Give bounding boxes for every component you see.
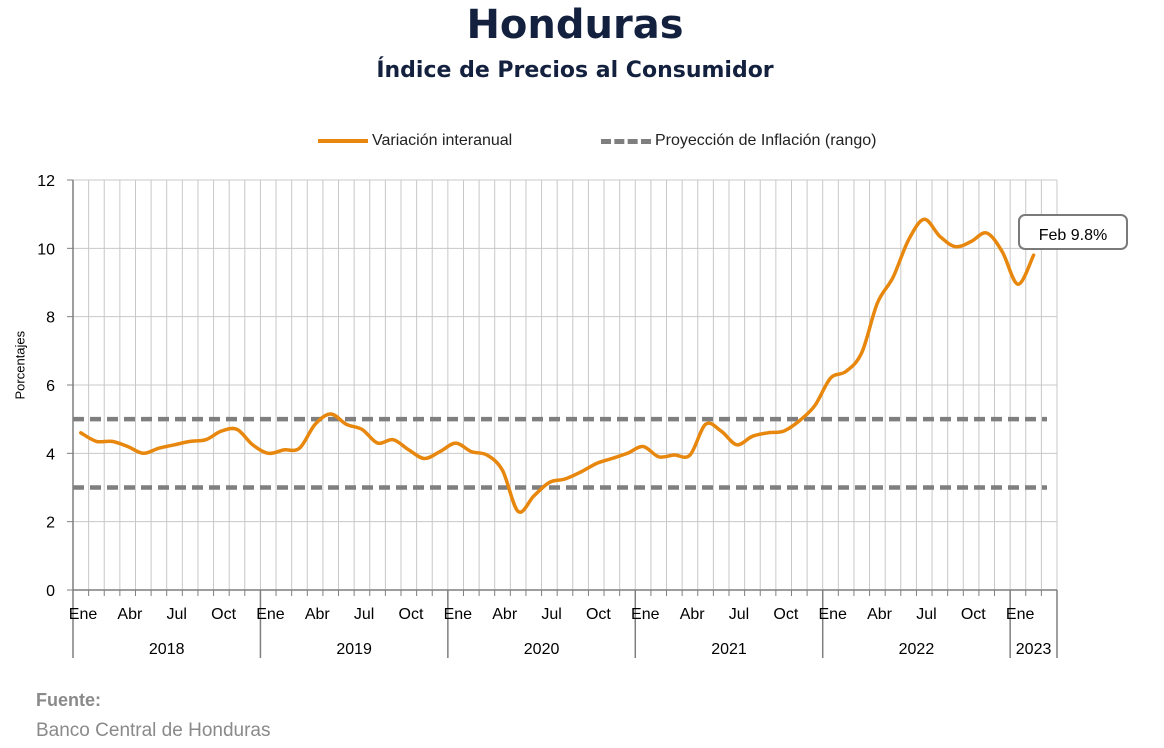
x-month-label: Jul	[729, 606, 749, 623]
x-year-label: 2023	[1016, 641, 1052, 658]
x-month-label: Jul	[166, 606, 186, 623]
y-tick-label: 10	[37, 241, 55, 258]
y-tick-label: 2	[46, 515, 55, 532]
x-month-label: Oct	[399, 606, 424, 623]
x-month-label: Jul	[354, 606, 374, 623]
x-year-label: 2018	[149, 641, 185, 658]
series-layer	[79, 217, 1036, 514]
grid	[73, 179, 1058, 590]
x-month-label: Oct	[961, 606, 986, 623]
x-month-label: Ene	[1006, 606, 1035, 623]
inflation-range-lines	[73, 416, 1047, 490]
x-month-label: Oct	[586, 606, 611, 623]
tick-labels: 0 2 4 6 8 10 12 Ene Abr Jul Oct Ene Abr Jul Oct Ene Abr J…	[37, 173, 1051, 658]
x-month-label: Ene	[444, 606, 473, 623]
x-month-label: Abr	[867, 606, 893, 623]
series-line-variacion-interanual	[79, 217, 1036, 514]
x-month-label: Oct	[773, 606, 798, 623]
x-year-label: 2022	[899, 641, 935, 658]
annotation-box	[1018, 214, 1128, 250]
chart-title: Honduras	[466, 2, 684, 48]
legend-swatch-solid	[318, 139, 368, 143]
chart-subtitle: Índice de Precios al Consumidor	[376, 58, 774, 83]
x-year-label: 2019	[336, 641, 372, 658]
x-month-label: Jul	[541, 606, 561, 623]
annotation-layer: Feb 9.8%	[1018, 214, 1128, 250]
legend-item-variacion: Variación interanual	[318, 130, 512, 152]
legend-label-proyeccion: Proyección de Inflación (rango)	[655, 132, 877, 149]
legend-swatch-dashed	[601, 138, 651, 144]
source-text: Banco Central de Honduras	[36, 720, 271, 741]
x-month-label: Ene	[69, 606, 98, 623]
x-year-label: 2020	[524, 641, 560, 658]
x-month-label: Abr	[117, 606, 143, 623]
y-tick-label: 12	[37, 173, 55, 190]
x-month-label: Abr	[680, 606, 706, 623]
axes	[67, 179, 1058, 658]
x-month-label: Abr	[492, 606, 518, 623]
legend-label-variacion: Variación interanual	[372, 132, 513, 149]
x-month-label: Ene	[256, 606, 285, 623]
legend-item-proyeccion: Proyección de Inflación (rango)	[601, 130, 876, 152]
y-tick-label: 8	[46, 310, 55, 327]
y-tick-label: 0	[46, 583, 55, 600]
source-label: Fuente:	[36, 690, 101, 710]
annotation-text: Feb 9.8%	[1039, 227, 1107, 244]
y-tick-label: 6	[46, 378, 55, 395]
x-month-label: Jul	[916, 606, 936, 623]
x-month-label: Abr	[305, 606, 331, 623]
x-month-label: Ene	[818, 606, 847, 623]
x-month-label: Ene	[631, 606, 660, 623]
y-tick-label: 4	[46, 446, 55, 463]
x-month-label: Oct	[211, 606, 236, 623]
x-year-label: 2021	[711, 641, 747, 658]
